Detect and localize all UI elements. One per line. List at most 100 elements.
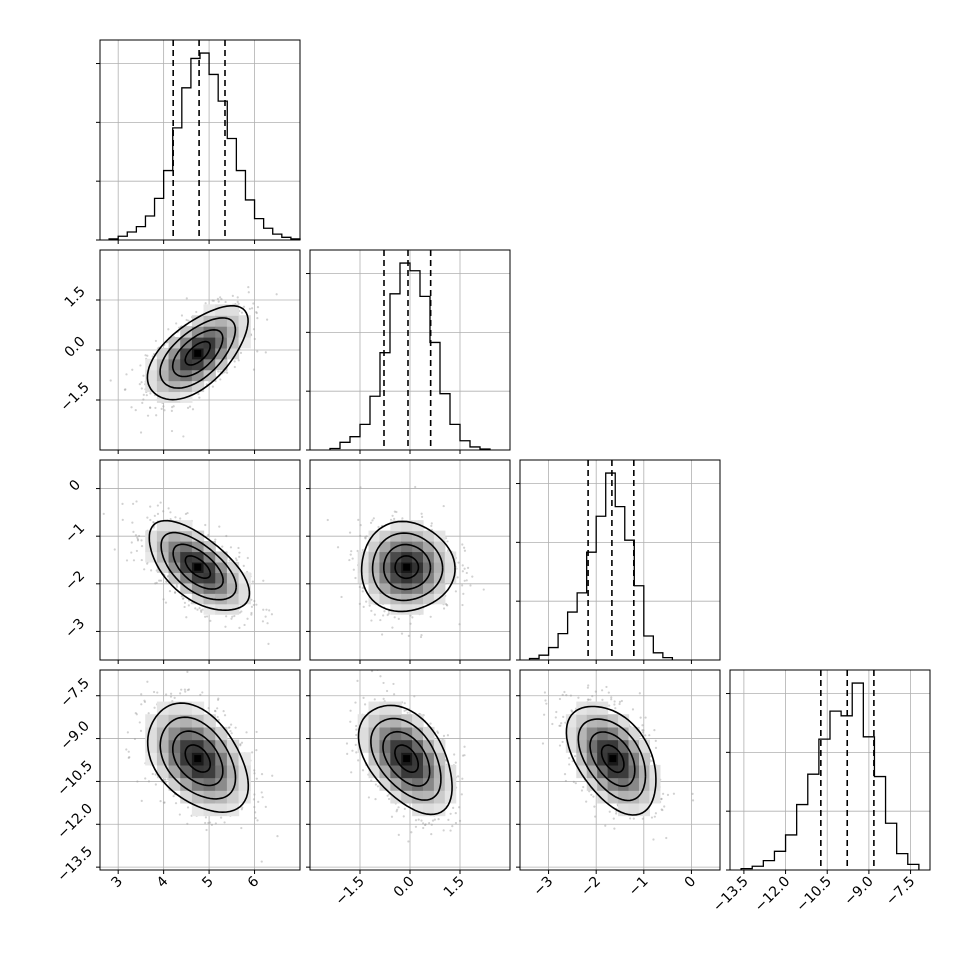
scatter-point: [143, 700, 147, 704]
density-cell: [597, 777, 609, 791]
scatter-point: [355, 751, 358, 754]
density-cell: [586, 764, 598, 779]
scatter-point: [247, 286, 250, 289]
scatter-point: [218, 525, 221, 528]
scatter-point: [336, 546, 340, 549]
density-cell: [412, 777, 424, 791]
density-cell: [215, 358, 228, 371]
contour-line: [184, 744, 211, 773]
scatter-point: [461, 754, 465, 757]
density-cell: [390, 739, 402, 753]
scatter-point: [219, 370, 222, 373]
density-cell: [628, 739, 640, 753]
density-cell: [368, 714, 381, 728]
density-cell: [576, 764, 588, 779]
scatter-point: [391, 514, 394, 517]
density-cell: [607, 790, 619, 804]
scatter-point: [141, 401, 144, 404]
scatter-point: [253, 769, 256, 772]
x-tick-label: 0: [682, 874, 700, 892]
density-cell: [423, 739, 435, 753]
density-cell: [238, 337, 251, 349]
scatter-point: [402, 815, 405, 818]
scatter-point: [253, 805, 256, 809]
scatter-point: [241, 806, 244, 809]
density-cell: [156, 369, 170, 382]
scatter-point: [463, 567, 466, 570]
scatter-point: [572, 780, 575, 784]
density-cell: [180, 739, 193, 753]
scatter-point: [349, 553, 352, 556]
scatter-point: [162, 510, 165, 513]
scatter-point: [254, 816, 257, 820]
density-cell: [379, 551, 391, 563]
scatter-point: [179, 692, 182, 695]
x-tick-label: −7.5: [883, 874, 918, 909]
scatter-point: [223, 371, 226, 374]
density-cell: [357, 572, 370, 584]
scatter-point: [392, 682, 395, 686]
density-cell: [215, 304, 228, 316]
scatter-point: [424, 823, 427, 826]
scatter-point: [235, 559, 238, 562]
scatter-point: [349, 709, 352, 712]
scatter-point: [420, 819, 423, 822]
scatter-point: [251, 751, 254, 754]
density-cell: [203, 541, 216, 553]
scatter-point: [180, 688, 183, 691]
scatter-point: [169, 511, 172, 514]
axes-frame: [729, 669, 931, 871]
density-cell: [401, 603, 413, 615]
scatter-point: [270, 613, 274, 616]
density-cell: [444, 551, 457, 563]
scatter-point: [369, 521, 373, 524]
scatter-point: [385, 689, 389, 693]
scatter-point: [458, 806, 461, 809]
scatter-point: [362, 696, 365, 699]
density-cell: [412, 572, 424, 584]
scatter-point: [231, 294, 234, 298]
scatter-point: [134, 534, 138, 537]
scatter-point: [393, 693, 396, 696]
density-cell: [401, 551, 413, 563]
scatter-point: [185, 616, 188, 619]
scatter-point: [564, 779, 568, 783]
scatter-point: [648, 734, 651, 737]
density-cell: [576, 739, 588, 753]
scatter-point: [231, 615, 234, 618]
scatter-point: [121, 502, 124, 505]
scatter-point: [245, 731, 248, 734]
scatter-point: [251, 580, 254, 583]
scatter-point: [225, 371, 229, 374]
scatter-point: [131, 368, 134, 371]
density-cell: [628, 802, 640, 817]
density-cell: [401, 593, 413, 605]
density-cell: [423, 541, 435, 553]
scatter-point: [454, 821, 458, 825]
contour-line: [148, 519, 251, 612]
scatter-point: [163, 778, 166, 781]
scatter-point: [233, 614, 236, 618]
scatter-point: [264, 351, 267, 354]
density-cell: [203, 347, 216, 360]
scatter-point: [179, 517, 182, 520]
density-cell: [180, 701, 193, 715]
scatter-point: [545, 702, 548, 705]
scatter-point: [437, 818, 440, 821]
density-cell: [215, 315, 228, 327]
scatter-point: [409, 622, 412, 625]
scatter-point: [148, 406, 152, 409]
scatter-point: [233, 365, 236, 369]
density-cell: [156, 520, 170, 532]
scatter-point: [134, 409, 137, 412]
density-cell: [180, 714, 193, 728]
scatter-point: [154, 783, 157, 786]
scatter-point: [355, 724, 358, 728]
scatter-point: [149, 505, 152, 508]
density-cell: [368, 561, 381, 573]
density-cell: [368, 582, 381, 594]
scatter-point: [420, 515, 424, 518]
density-cell: [390, 582, 402, 594]
density-cell: [215, 561, 228, 573]
histogram-panel-1: [306, 249, 511, 454]
